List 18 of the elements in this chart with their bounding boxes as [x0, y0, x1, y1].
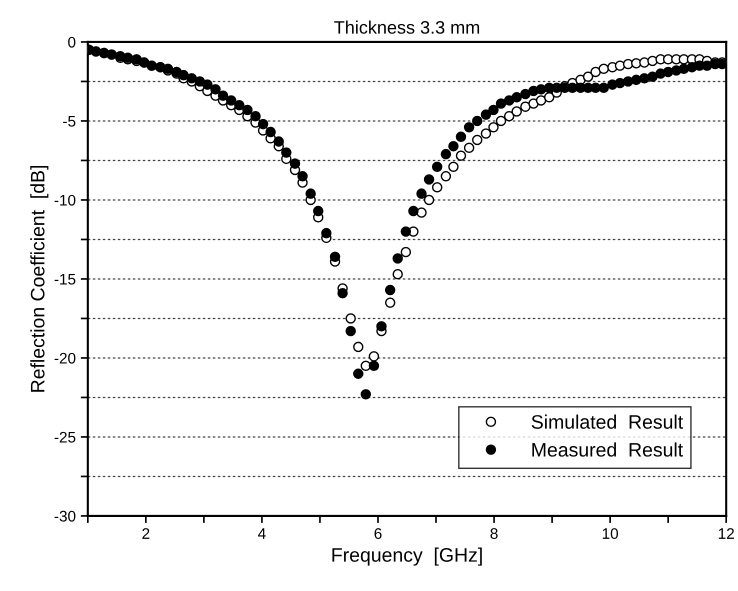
y-tick-label: 0 — [68, 36, 76, 48]
x-axis-title: Frequency [GHz] — [332, 548, 482, 566]
x-tick-label: 4 — [258, 528, 266, 539]
legend-label: Simulated Result — [532, 414, 684, 429]
chart-title: Thickness 3.3 mm — [334, 20, 480, 34]
x-tick-label: 6 — [374, 528, 382, 539]
x-tick-label: 2 — [142, 528, 150, 539]
y-tick-label: -5 — [63, 116, 76, 127]
x-tick-label: 10 — [602, 528, 618, 539]
y-tick-label: -15 — [54, 274, 76, 285]
y-tick-label: -30 — [54, 510, 76, 522]
y-tick-label: -25 — [54, 432, 76, 443]
y-axis-title: Reflection Coefficient [dB] — [30, 166, 48, 392]
y-tick-label: -10 — [54, 194, 76, 206]
y-tick-label: -20 — [54, 352, 76, 364]
x-tick-label: 12 — [718, 528, 734, 539]
legend-label: Measured Result — [532, 442, 684, 457]
x-tick-label: 8 — [490, 528, 498, 539]
